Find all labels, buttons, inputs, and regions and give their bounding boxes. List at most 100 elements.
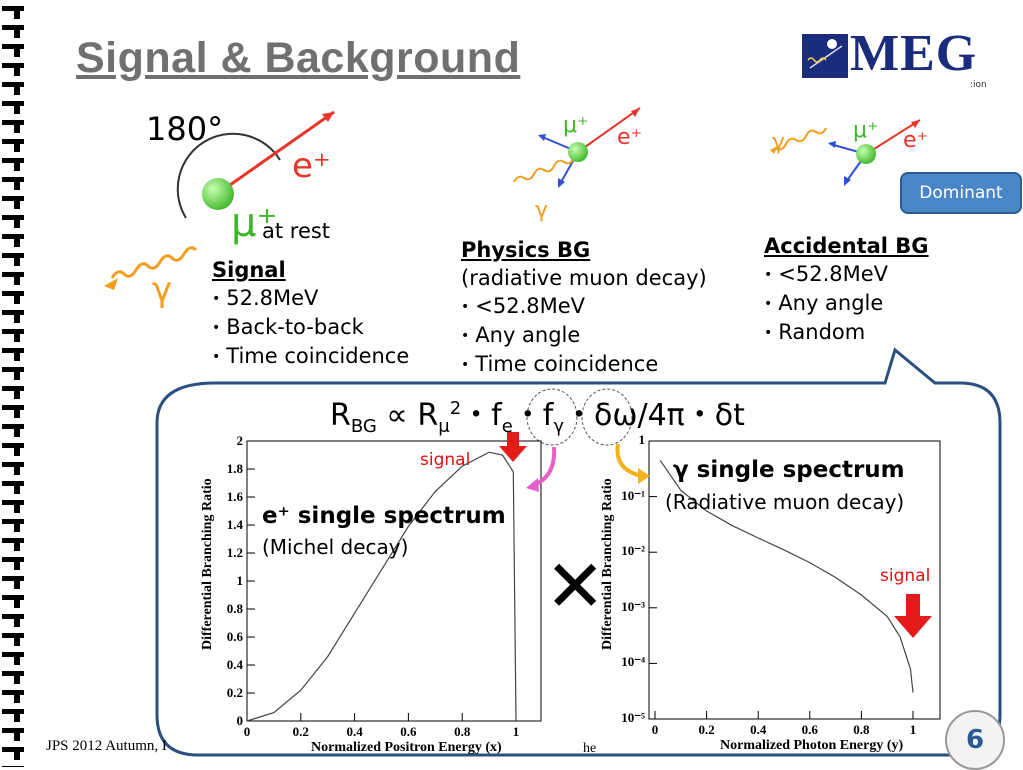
binding-ring-post xyxy=(14,68,20,76)
binding-ring xyxy=(2,215,24,220)
binding-ring xyxy=(2,367,24,372)
signal-item: Time coincidence xyxy=(212,342,409,371)
binding-ring-post xyxy=(14,657,20,665)
binding-ring xyxy=(2,500,24,505)
x-tick-label: 0.6 xyxy=(801,722,818,737)
right-signal-arrow-icon xyxy=(894,594,932,638)
left-signal-label: signal xyxy=(420,450,471,470)
binding-ring xyxy=(2,63,24,68)
signal-diagram xyxy=(104,110,335,290)
positron-spectrum-title: e⁺ single spectrum xyxy=(262,503,506,529)
dominant-callout: Dominant xyxy=(900,172,1022,214)
meg-logo-icon xyxy=(802,34,848,78)
accidental-muon-label: μ⁺ xyxy=(853,118,879,143)
photon-spectrum-sub: (Radiative muon decay) xyxy=(665,490,905,514)
binding-ring-post xyxy=(14,486,20,494)
y-tick-label: 1.2 xyxy=(226,545,243,560)
y-tick-label: 1.4 xyxy=(226,517,243,532)
binding-ring-post xyxy=(14,676,20,684)
binding-ring xyxy=(2,177,24,182)
binding-ring xyxy=(2,481,24,486)
binding-ring xyxy=(2,690,24,695)
multiply-icon: ✕ xyxy=(545,544,606,628)
physics-bg-subtitle: (radiative muon decay) xyxy=(461,266,707,290)
meg-logo-sub: :ion xyxy=(970,80,987,90)
binding-ring xyxy=(2,101,24,106)
binding-ring xyxy=(2,709,24,714)
formula-rmu-sub: μ xyxy=(438,416,450,437)
binding-ring xyxy=(2,424,24,429)
binding-ring xyxy=(2,6,24,11)
binding-ring-post xyxy=(14,448,20,456)
physics-bg-item: Any angle xyxy=(461,321,707,350)
gamma-label: γ xyxy=(152,270,173,310)
binding-ring xyxy=(2,44,24,49)
footer-fragment: he xyxy=(583,741,597,756)
binding-ring-post xyxy=(14,600,20,608)
binding-ring-post xyxy=(14,638,20,646)
left-signal-arrow-icon xyxy=(499,432,527,462)
binding-ring-post xyxy=(14,467,20,475)
y-tick-label: 1 xyxy=(638,432,646,447)
binding-ring-post xyxy=(14,505,20,513)
x-tick-label: 1 xyxy=(512,724,520,739)
y-tick-label: 0.4 xyxy=(226,657,243,672)
binding-ring xyxy=(2,614,24,619)
signal-item: Back-to-back xyxy=(212,313,409,342)
y-tick-label: 10⁻² xyxy=(621,543,645,559)
yellow-curve-arrow-icon xyxy=(615,443,643,478)
accidental-bg-item: Any angle xyxy=(764,289,929,318)
binding-ring-post xyxy=(14,87,20,95)
binding-ring-post xyxy=(14,334,20,342)
binding-ring-post xyxy=(14,695,20,703)
left-xlabel: Normalized Positron Energy (x) xyxy=(311,740,502,755)
binding-ring xyxy=(2,747,24,752)
signal-item: 52.8MeV xyxy=(212,284,409,313)
binding-ring-post xyxy=(14,619,20,627)
y-tick-label: 0.2 xyxy=(226,685,243,700)
binding-ring-post xyxy=(14,410,20,418)
binding-ring-post xyxy=(14,372,20,380)
y-tick-label: 0.6 xyxy=(226,629,243,644)
y-tick-label: 0.8 xyxy=(226,601,243,616)
physics-muon-label: μ⁺ xyxy=(563,113,589,138)
binding-ring xyxy=(2,405,24,410)
binding-ring xyxy=(2,234,24,239)
binding-ring xyxy=(2,25,24,30)
binding-ring-post xyxy=(14,220,20,228)
binding-ring-post xyxy=(14,125,20,133)
bg-rate-formula: RBG ∝ Rμ2・fe・fγ・δω/4π・δt xyxy=(330,390,745,437)
binding-ring-post xyxy=(14,391,20,399)
page-number: 6 xyxy=(945,710,1005,770)
signal-heading: Signal xyxy=(212,258,286,282)
binding-ring xyxy=(2,120,24,125)
signal-block: Signal 52.8MeV Back-to-back Time coincid… xyxy=(212,256,409,371)
right-axis-ticks xyxy=(649,440,914,720)
x-tick-label: 0.6 xyxy=(400,724,417,739)
photon-spectrum-title: γ single spectrum xyxy=(673,457,905,483)
binding-ring xyxy=(2,272,24,277)
binding-ring xyxy=(2,557,24,562)
x-tick-label: 0 xyxy=(243,724,251,739)
muon-label: μ⁺ xyxy=(231,200,278,246)
binding-ring xyxy=(2,538,24,543)
x-tick-label: 0.4 xyxy=(750,722,767,737)
binding-ring xyxy=(2,139,24,144)
binding-ring-post xyxy=(14,163,20,171)
meg-logo-text: MEG xyxy=(850,25,978,82)
formula-dot: ・ xyxy=(512,398,543,433)
binding-ring xyxy=(2,671,24,676)
binding-ring-post xyxy=(14,201,20,209)
footer-text: JPS 2012 Autumn, I xyxy=(46,738,167,754)
binding-ring xyxy=(2,595,24,600)
y-tick-label: 1.6 xyxy=(226,489,243,504)
y-tick-label: 10⁻⁴ xyxy=(621,654,645,670)
physics-bg-item: <52.8MeV xyxy=(461,292,707,321)
formula-rest: ・δω/4π・δt xyxy=(564,398,745,433)
physics-positron-label: e⁺ xyxy=(617,125,643,150)
y-tick-label: 2 xyxy=(236,433,244,448)
binding-ring-post xyxy=(14,714,20,722)
physics-bg-heading: Physics BG xyxy=(461,238,591,262)
